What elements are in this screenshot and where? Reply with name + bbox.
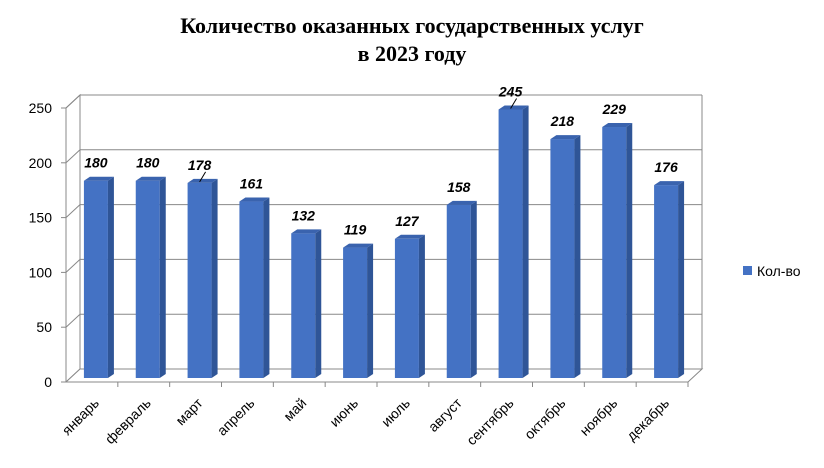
category-label: март [172,394,206,428]
y-tick-label: 50 [36,319,52,335]
category-label: ноябрь [576,395,620,439]
category-label: декабрь [623,395,672,444]
bar-side [574,135,581,378]
category-label: июнь [326,395,361,430]
y-tick-label: 0 [44,374,52,390]
y-tick-label: 250 [29,100,53,116]
data-label: 245 [498,83,523,99]
bars [83,105,685,379]
bar-side [470,200,477,378]
gridline-side [65,149,81,164]
legend-swatch [743,266,752,275]
bar-top [291,229,322,234]
category-label: июль [378,395,413,430]
bar-top [187,178,218,183]
data-label: 180 [84,155,108,171]
bar-front [83,180,108,378]
bar-front [394,238,419,378]
bar-side [263,197,270,378]
chart-title-line-2: в 2023 году [357,41,467,66]
bar-top [498,105,529,110]
data-label: 180 [136,155,160,171]
data-label: 178 [188,157,212,173]
category-label: май [280,395,309,424]
label-leader-line [199,171,207,183]
data-label: 119 [344,222,367,238]
bar-front [135,180,160,378]
bar-top [602,123,633,128]
category-label: апрель [214,395,258,439]
side-wall [65,93,81,382]
bar-front [446,204,471,378]
category-label: октябрь [521,395,568,442]
bar-front [654,185,679,378]
chart-title: Количество оказанных государственных усл… [0,12,824,68]
bar-side [367,243,374,378]
data-label: 158 [447,179,471,195]
category-label: август [425,394,465,434]
data-label: 218 [550,113,575,129]
bar-side [159,176,166,378]
data-label: 229 [602,101,627,117]
bar-side [107,176,114,378]
gridline-side [65,259,81,273]
bar-side [315,229,322,378]
bar-top [446,200,477,205]
bar-side [211,178,218,378]
data-label: 161 [240,176,264,192]
bar-front [498,109,523,378]
bar-top [135,176,166,181]
bar-front [343,247,368,378]
bar-side [626,123,633,379]
label-leader-line [510,98,518,109]
bar-top [394,234,425,239]
bar-top [654,181,685,186]
category-label: сентябрь [463,395,516,448]
bar-top [343,243,374,248]
bar-front [602,127,627,379]
bar-front [550,139,575,378]
data-labels: 180 180 178 161 132 119 127 158 245 218 229 176 [84,83,678,237]
legend: Кол-во [743,263,801,279]
chart-title-line-1: Количество оказанных государственных усл… [180,13,644,38]
y-tick-label: 200 [29,155,53,171]
data-label: 132 [292,207,316,223]
bar-front [239,201,264,378]
bar-front [187,182,212,378]
data-label: 176 [654,159,678,175]
y-tick-label: 150 [29,210,53,226]
bar-top [550,135,581,140]
gridline-side [65,313,81,328]
bar-top [239,197,270,202]
bar-side [522,105,529,378]
legend-label: Кол-во [757,263,801,279]
category-label: январь [59,395,102,438]
bar-side [418,234,425,378]
bar-front [291,233,316,378]
bar-top [83,176,114,181]
gridline-side [65,204,81,218]
y-tick-label: 100 [29,264,53,280]
bar-side [678,181,685,378]
category-label: февраль [102,395,154,447]
data-label: 127 [395,213,420,229]
